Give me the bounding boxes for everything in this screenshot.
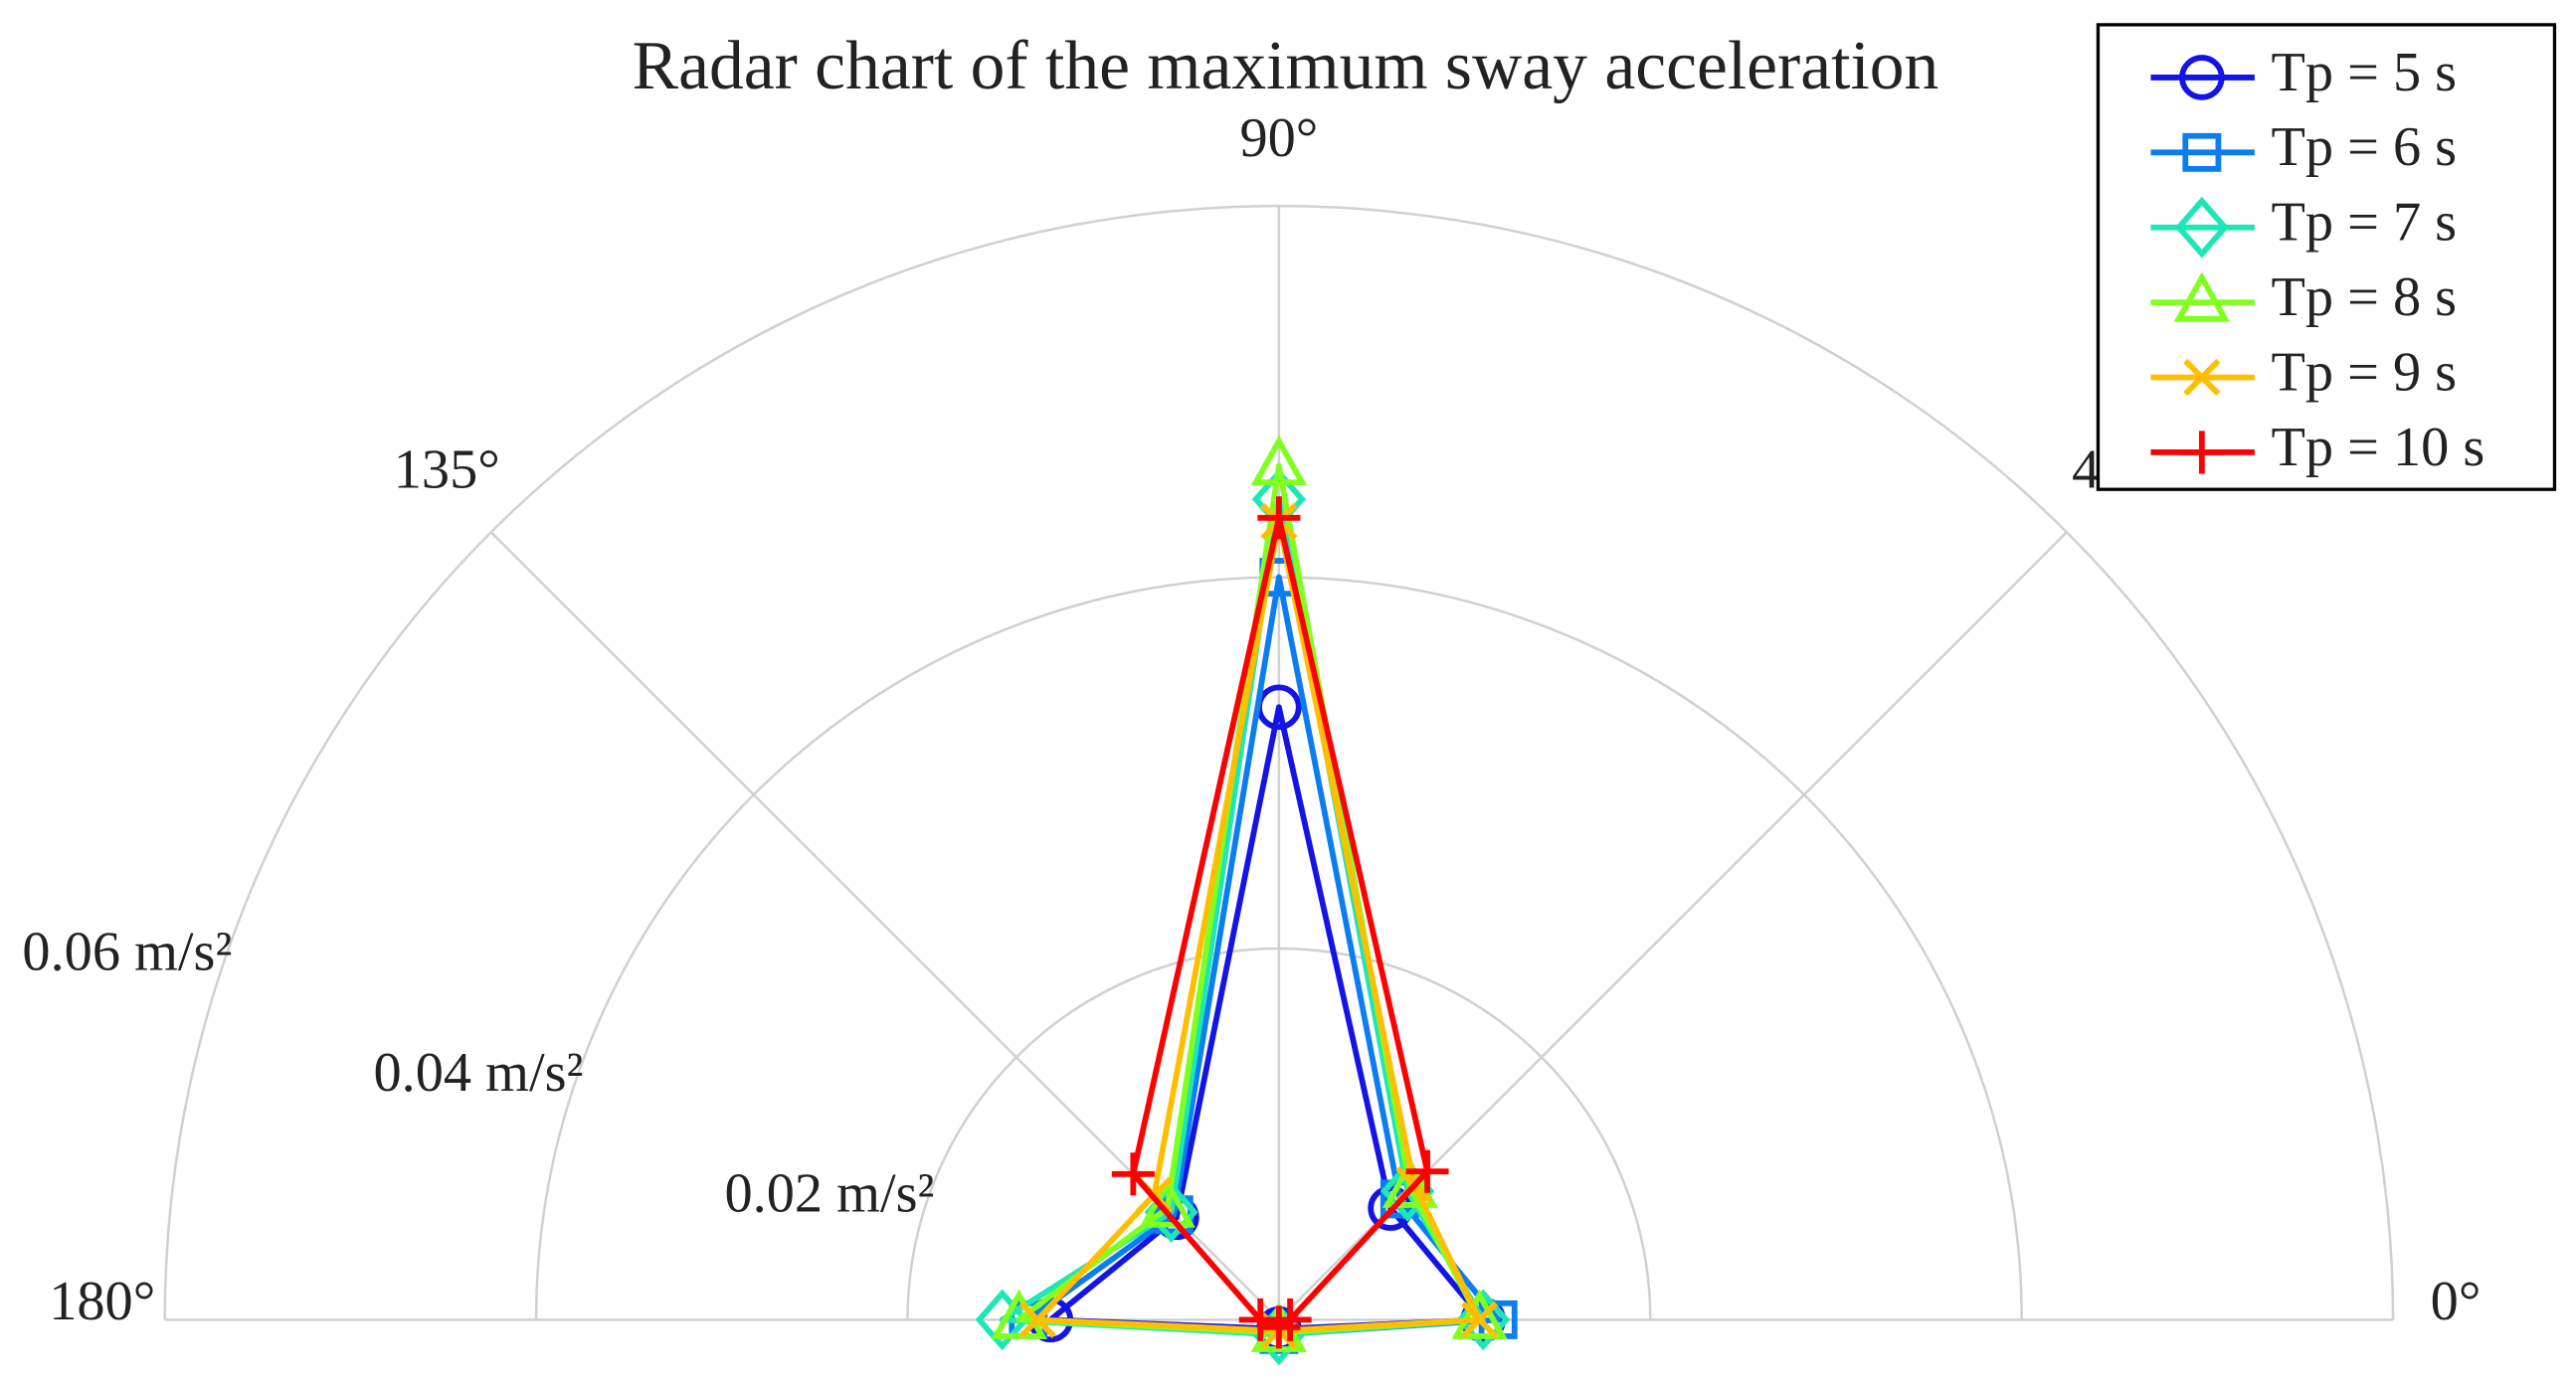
- marker: [1405, 1149, 1449, 1193]
- legend-marker: [2174, 196, 2229, 259]
- marker: [1381, 1157, 1439, 1208]
- legend-marker: [2183, 358, 2221, 397]
- legend-label: Tp = 8 s: [2271, 266, 2457, 328]
- marker: [1250, 434, 1308, 486]
- r-tick-label: 0.06 m/s²: [22, 922, 232, 983]
- legend-box: [2096, 23, 2557, 491]
- marker: [975, 1289, 1029, 1351]
- marker: [1451, 1289, 1508, 1339]
- legend-marker: [2173, 271, 2230, 322]
- marker: [1460, 1301, 1499, 1338]
- theta-tick-label: 135°: [394, 438, 500, 500]
- theta-tick-label: 90°: [1239, 107, 1318, 169]
- legend-label: Tp = 10 s: [2271, 417, 2484, 478]
- marker: [1111, 1152, 1155, 1196]
- legend-label: Tp = 6 s: [2271, 116, 2457, 178]
- legend-marker: [2182, 132, 2222, 172]
- r-tick-label: 0.04 m/s²: [373, 1042, 583, 1104]
- theta-tick-label: 0°: [2431, 1271, 2482, 1332]
- legend-marker: [2179, 55, 2225, 100]
- legend-label: Tp = 5 s: [2271, 42, 2457, 103]
- legend-label: Tp = 7 s: [2271, 192, 2457, 254]
- theta-tick-label: 180°: [49, 1271, 155, 1332]
- marker: [1238, 1298, 1282, 1341]
- marker: [1257, 1305, 1301, 1349]
- marker: [1018, 1301, 1056, 1338]
- chart-title: Radar chart of the maximum sway accelera…: [633, 28, 1939, 104]
- series: [1111, 496, 1449, 1349]
- r-tick-label: 0.02 m/s²: [725, 1163, 935, 1225]
- series: [975, 468, 1511, 1366]
- legend-marker: [2180, 431, 2224, 474]
- legend-label: Tp = 9 s: [2271, 341, 2457, 403]
- marker: [1257, 496, 1301, 540]
